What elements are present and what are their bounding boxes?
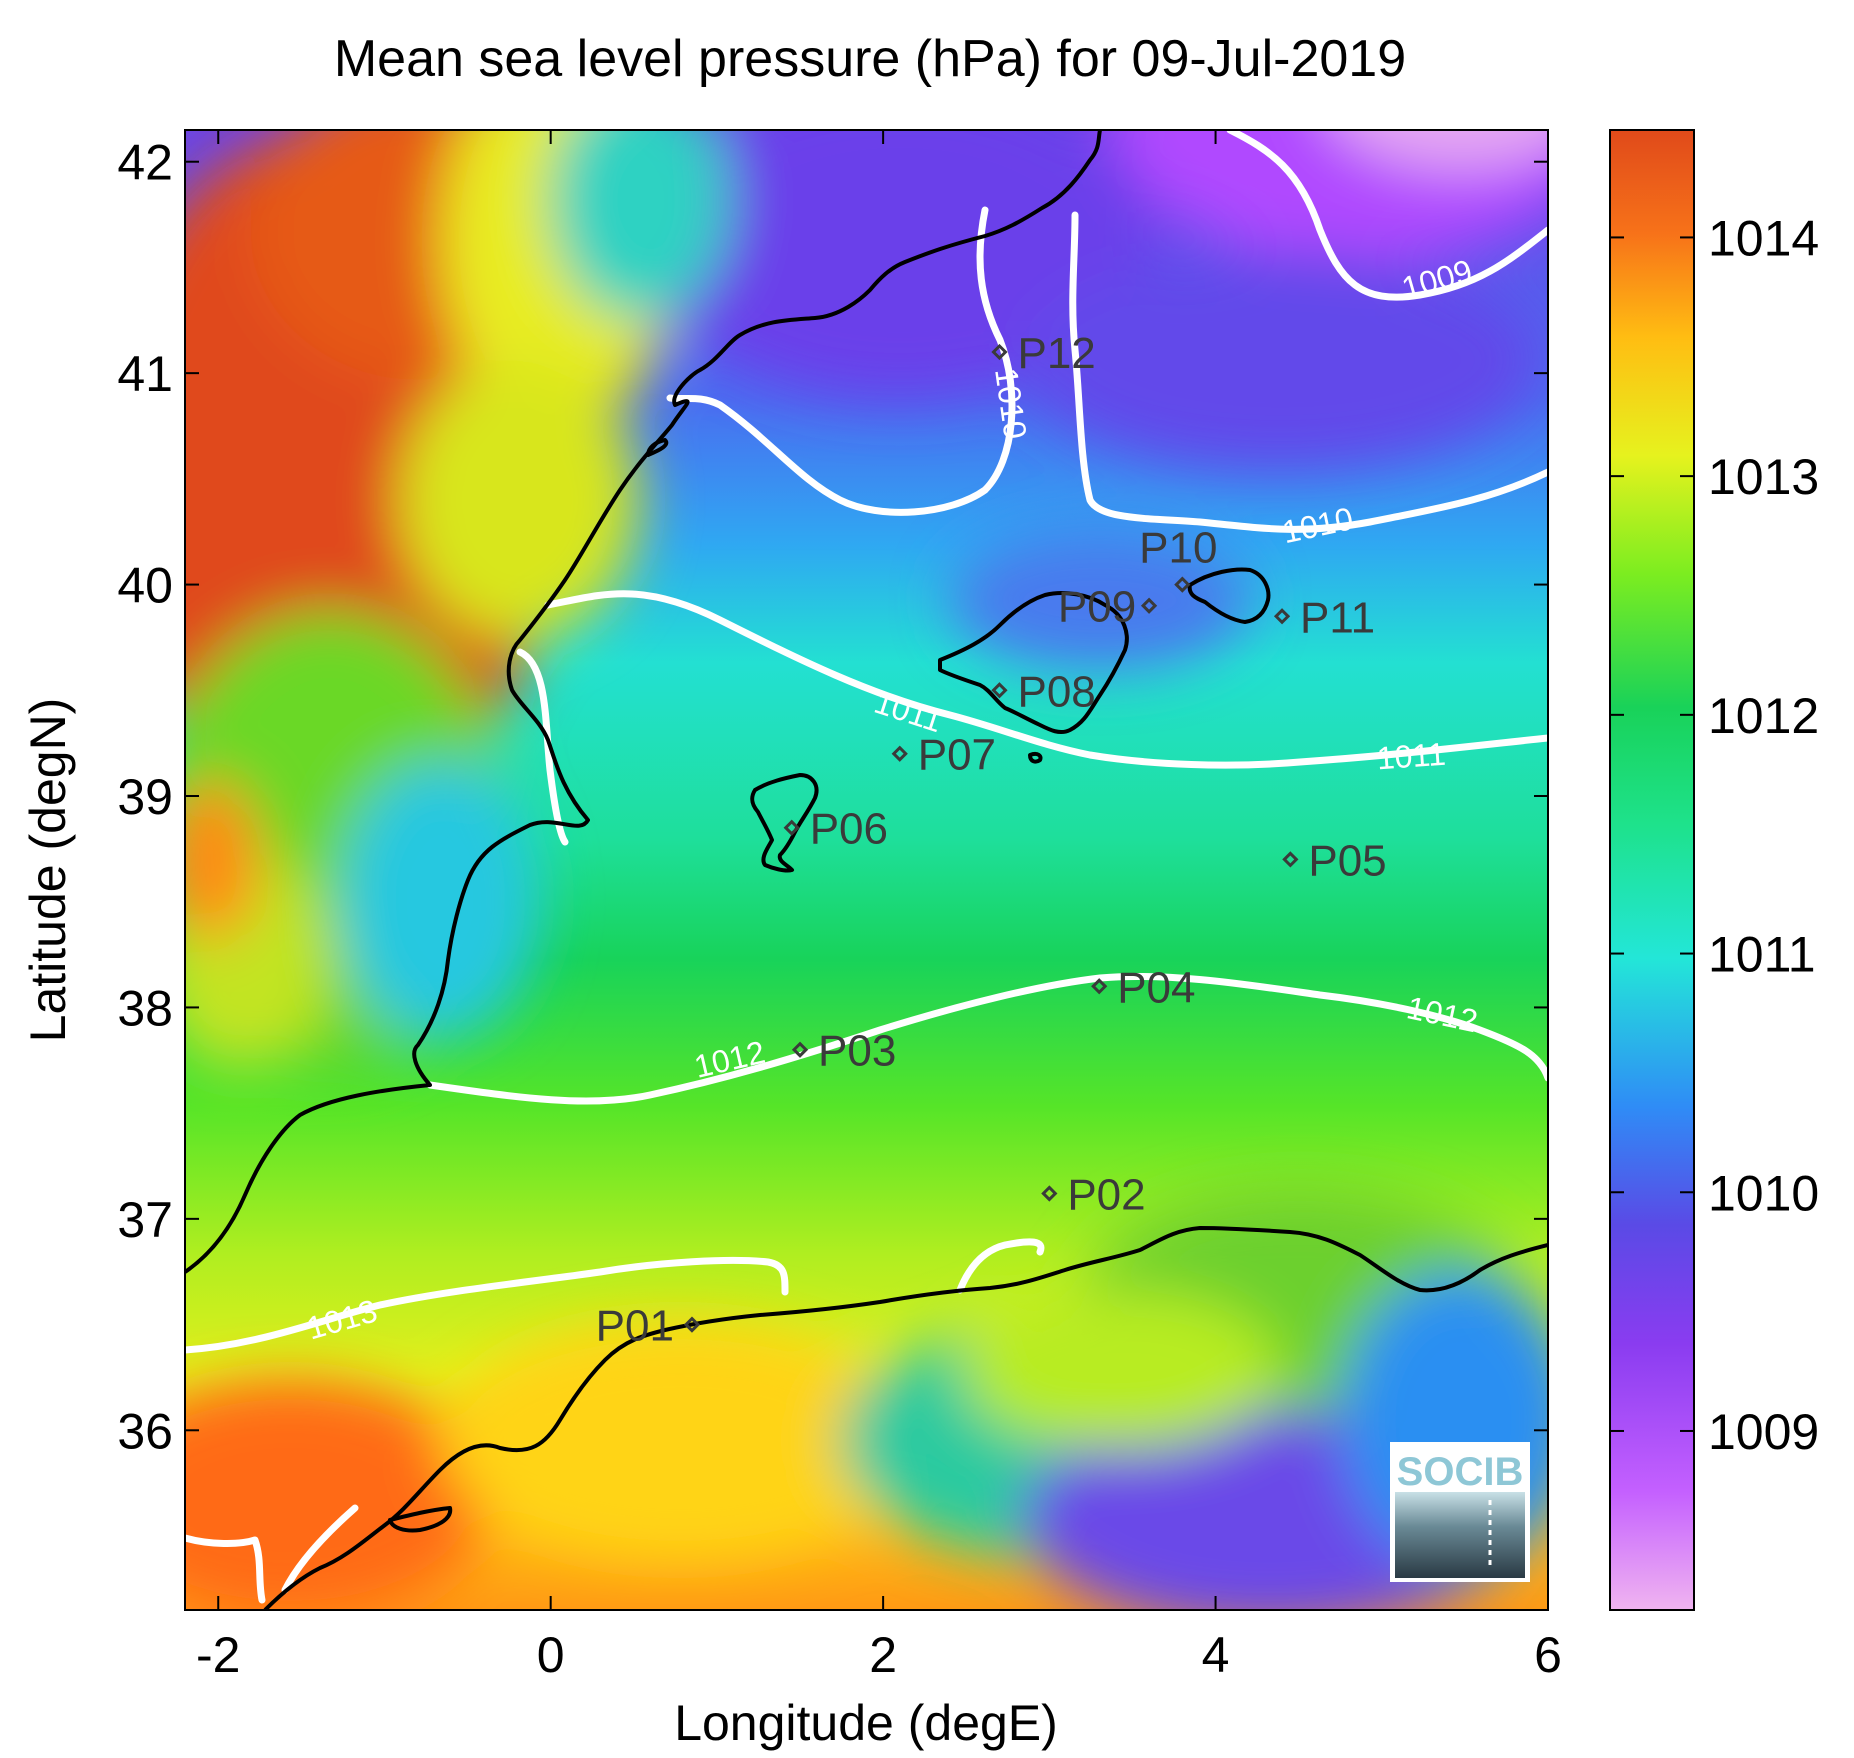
contour-1013 bbox=[185, 1256, 789, 1354]
colorbar-ticks: 1009 1010 1011 1012 1013 1014 bbox=[1610, 210, 1819, 1460]
station-label: P10 bbox=[1139, 524, 1217, 573]
station-marker bbox=[991, 682, 1008, 699]
colorbar-tick-label: 1014 bbox=[1708, 210, 1819, 266]
chart-title: Mean sea level pressure (hPa) for 09-Jul… bbox=[334, 30, 1406, 88]
coastline-cabrera bbox=[1028, 751, 1043, 764]
station-marker bbox=[1041, 1185, 1058, 1202]
contour-1012 bbox=[426, 973, 1548, 1105]
coastline-ibiza bbox=[750, 773, 819, 873]
contour-1010-west bbox=[666, 206, 1016, 516]
coastline-mallorca bbox=[938, 591, 1129, 735]
station-marker bbox=[1273, 608, 1291, 625]
station-marker bbox=[683, 1316, 701, 1333]
contour-label: 1011 bbox=[1376, 736, 1447, 777]
contour-1014 bbox=[185, 1534, 266, 1604]
plot-area: 1009 1010 1010 1011 1011 1012 1012 1013 … bbox=[185, 130, 1548, 1610]
colorbar-tick-label: 1009 bbox=[1708, 1404, 1819, 1460]
station-label: P05 bbox=[1308, 836, 1386, 885]
contour-lines bbox=[185, 130, 1548, 1604]
plot-frame bbox=[184, 129, 1549, 1611]
station-marker bbox=[891, 745, 908, 762]
y-tick-label: 38 bbox=[117, 980, 173, 1036]
y-tick-label: 39 bbox=[117, 769, 173, 825]
coastlines bbox=[185, 130, 1548, 1610]
y-tick-label: 40 bbox=[117, 558, 173, 614]
colorbar-tick-label: 1012 bbox=[1708, 688, 1819, 744]
y-tick-label: 37 bbox=[117, 1192, 173, 1248]
x-tick-label: -2 bbox=[196, 1627, 240, 1683]
x-tick-label: 4 bbox=[1202, 1627, 1230, 1683]
x-axis-label: Longitude (degE) bbox=[674, 1695, 1058, 1751]
socib-logo: SOCIB bbox=[1390, 1442, 1530, 1582]
colorbar-gradient bbox=[1609, 129, 1695, 1611]
station-marker bbox=[1140, 597, 1158, 614]
x-tick-label: 2 bbox=[869, 1627, 897, 1683]
x-tick-label: 6 bbox=[1534, 1627, 1562, 1683]
contour-1010-east bbox=[1069, 211, 1548, 533]
y-tick-label: 41 bbox=[117, 346, 173, 402]
coastline-alboran bbox=[388, 1506, 453, 1533]
station-marker bbox=[783, 819, 800, 836]
station-marker bbox=[1091, 978, 1108, 995]
y-tick-label: 36 bbox=[117, 1403, 173, 1459]
contour-1013-east bbox=[956, 1238, 1045, 1294]
station-marker bbox=[791, 1041, 809, 1058]
y-axis-label: Latitude (degN) bbox=[20, 698, 76, 1043]
station-label: P12 bbox=[1017, 329, 1095, 378]
coastline-columbretes bbox=[646, 438, 669, 457]
colorbar-tick-label: 1011 bbox=[1708, 927, 1816, 983]
y-tick-label: 42 bbox=[117, 135, 173, 191]
coastline-menorca bbox=[1187, 567, 1271, 624]
station-label: P11 bbox=[1300, 593, 1375, 642]
contour-1009 bbox=[1226, 130, 1548, 301]
contour-1011 bbox=[544, 590, 1548, 769]
pressure-field-patches bbox=[185, 130, 1548, 1610]
station-marker bbox=[1174, 576, 1191, 593]
coastline-north-africa bbox=[263, 1226, 1548, 1610]
colorbar-tick-label: 1013 bbox=[1708, 449, 1819, 505]
station-label: P06 bbox=[810, 805, 888, 854]
station-marker bbox=[991, 343, 1008, 361]
station-label: P03 bbox=[818, 1027, 896, 1076]
station-label: P04 bbox=[1117, 963, 1195, 1012]
colorbar-tick-label: 1010 bbox=[1708, 1165, 1819, 1221]
logo-text: SOCIB bbox=[1397, 1450, 1524, 1494]
x-axis: -2 0 2 4 6 bbox=[196, 130, 1562, 1683]
station-label: P07 bbox=[918, 731, 996, 780]
station-label: P08 bbox=[1017, 667, 1095, 716]
station-marker bbox=[1282, 851, 1299, 868]
contour-1014-b bbox=[281, 1504, 359, 1594]
colorbar: 1009 1010 1011 1012 1013 1014 bbox=[1609, 129, 1819, 1611]
station-label: P09 bbox=[1058, 583, 1136, 632]
contour-1011-coast bbox=[516, 648, 569, 846]
x-tick-label: 0 bbox=[537, 1627, 565, 1683]
station-label: P02 bbox=[1067, 1170, 1145, 1219]
station-label: P01 bbox=[596, 1302, 674, 1351]
y-axis: 36 37 38 39 40 41 42 bbox=[117, 135, 1548, 1459]
coastline-iberia bbox=[185, 130, 1102, 1274]
